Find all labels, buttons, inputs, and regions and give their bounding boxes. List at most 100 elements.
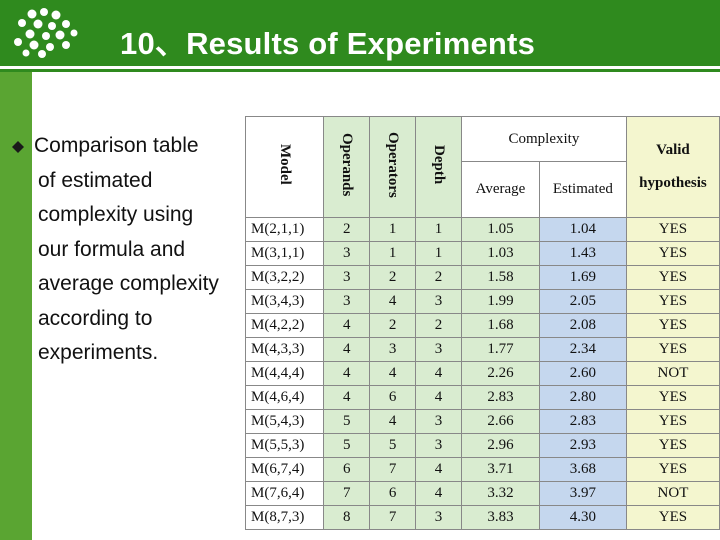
table-row: M(7,6,4) 7 6 4 3.32 3.97 NOT [244, 481, 720, 506]
cell-operands: 5 [323, 433, 371, 458]
results-table: Model Operands Operators Depth Complexit… [244, 116, 720, 530]
bullet-line: Comparison table [34, 134, 199, 157]
header-depth: Depth [415, 116, 462, 218]
cell-estimated: 2.08 [538, 313, 627, 338]
cell-average: 1.99 [460, 289, 540, 314]
header-operands-label: Operands [339, 132, 356, 197]
cell-model: M(7,6,4) [244, 481, 325, 506]
cell-depth: 4 [415, 481, 462, 506]
header-operators-label: Operators [385, 131, 402, 198]
cell-depth: 3 [415, 289, 462, 314]
cell-depth: 3 [415, 409, 462, 434]
table-row: M(4,3,3) 4 3 3 1.77 2.34 YES [244, 337, 720, 362]
cell-estimated: 2.34 [538, 337, 627, 362]
cell-operands: 6 [323, 457, 371, 482]
cell-valid: YES [625, 505, 720, 530]
cell-depth: 3 [415, 337, 462, 362]
cell-model: M(6,7,4) [244, 457, 325, 482]
cell-operators: 4 [369, 409, 417, 434]
header-valid-line1: Valid [656, 142, 690, 158]
cell-model: M(3,4,3) [244, 289, 325, 314]
cell-valid: YES [625, 433, 720, 458]
cell-depth: 2 [415, 265, 462, 290]
cell-operators: 2 [369, 313, 417, 338]
header-divider [0, 66, 720, 69]
cell-operators: 7 [369, 457, 417, 482]
header-complexity: Complexity [460, 116, 627, 162]
table-row: M(8,7,3) 8 7 3 3.83 4.30 YES [244, 505, 720, 530]
cell-valid: NOT [625, 481, 720, 506]
cell-estimated: 2.60 [538, 361, 627, 386]
cell-estimated: 3.68 [538, 457, 627, 482]
bullet-line: according to [38, 306, 153, 330]
cell-average: 1.58 [460, 265, 540, 290]
cell-operators: 6 [369, 481, 417, 506]
table-row: M(3,1,1) 3 1 1 1.03 1.43 YES [244, 241, 720, 266]
cell-model: M(3,2,2) [244, 265, 325, 290]
cell-operators: 4 [369, 289, 417, 314]
cell-operands: 3 [323, 289, 371, 314]
cell-average: 2.26 [460, 361, 540, 386]
cell-estimated: 2.05 [538, 289, 627, 314]
cell-average: 2.83 [460, 385, 540, 410]
cell-depth: 3 [415, 433, 462, 458]
cell-valid: YES [625, 337, 720, 362]
cell-valid: YES [625, 289, 720, 314]
cell-model: M(8,7,3) [244, 505, 325, 530]
cell-depth: 4 [415, 385, 462, 410]
cell-average: 1.77 [460, 337, 540, 362]
bullet-line: complexity using [38, 203, 194, 226]
cell-model: M(4,6,4) [244, 385, 325, 410]
header-model-label: Model [277, 144, 294, 185]
cell-depth: 4 [415, 361, 462, 386]
bullet-text: Comparison table of estimated complexity… [34, 129, 268, 371]
decorative-dots-logo [14, 8, 78, 58]
header-operands: Operands [323, 116, 371, 218]
table-row: M(4,6,4) 4 6 4 2.83 2.80 YES [244, 385, 720, 410]
cell-valid: YES [625, 409, 720, 434]
cell-estimated: 1.04 [538, 217, 627, 242]
cell-operands: 5 [323, 409, 371, 434]
cell-model: M(5,5,3) [244, 433, 325, 458]
cell-operators: 6 [369, 385, 417, 410]
cell-estimated: 2.93 [538, 433, 627, 458]
bullet-line: of estimated [38, 168, 153, 192]
cell-average: 1.68 [460, 313, 540, 338]
bullet-line: average complexity [38, 272, 219, 295]
cell-operators: 1 [369, 241, 417, 266]
cell-operands: 4 [323, 385, 371, 410]
cell-valid: YES [625, 385, 720, 410]
cell-model: M(4,4,4) [244, 361, 325, 386]
cell-average: 1.03 [460, 241, 540, 266]
cell-average: 3.71 [460, 457, 540, 482]
cell-depth: 1 [415, 241, 462, 266]
cell-operands: 3 [323, 241, 371, 266]
table-row: M(6,7,4) 6 7 4 3.71 3.68 YES [244, 457, 720, 482]
cell-estimated: 2.83 [538, 409, 627, 434]
table-row: M(2,1,1) 2 1 1 1.05 1.04 YES [244, 217, 720, 242]
cell-depth: 4 [415, 457, 462, 482]
cell-operands: 2 [323, 217, 371, 242]
cell-valid: YES [625, 265, 720, 290]
cell-average: 2.96 [460, 433, 540, 458]
header-operators: Operators [369, 116, 417, 218]
cell-operators: 4 [369, 361, 417, 386]
header-model: Model [244, 116, 325, 218]
cell-average: 3.32 [460, 481, 540, 506]
cell-model: M(3,1,1) [244, 241, 325, 266]
diamond-bullet-icon [12, 141, 24, 153]
cell-model: M(4,2,2) [244, 313, 325, 338]
cell-operands: 4 [323, 361, 371, 386]
header-estimated: Estimated [538, 161, 627, 218]
cell-model: M(5,4,3) [244, 409, 325, 434]
cell-operators: 1 [369, 217, 417, 242]
cell-valid: YES [625, 217, 720, 242]
cell-valid: YES [625, 241, 720, 266]
bullet-line: our formula and [38, 237, 186, 261]
cell-operands: 8 [323, 505, 371, 530]
header-valid-line2: hypothesis [639, 175, 707, 191]
title-bar: 10、Results of Experiments [0, 0, 720, 66]
header-depth-label: Depth [431, 144, 448, 185]
cell-operands: 4 [323, 337, 371, 362]
header-average: Average [460, 161, 540, 218]
